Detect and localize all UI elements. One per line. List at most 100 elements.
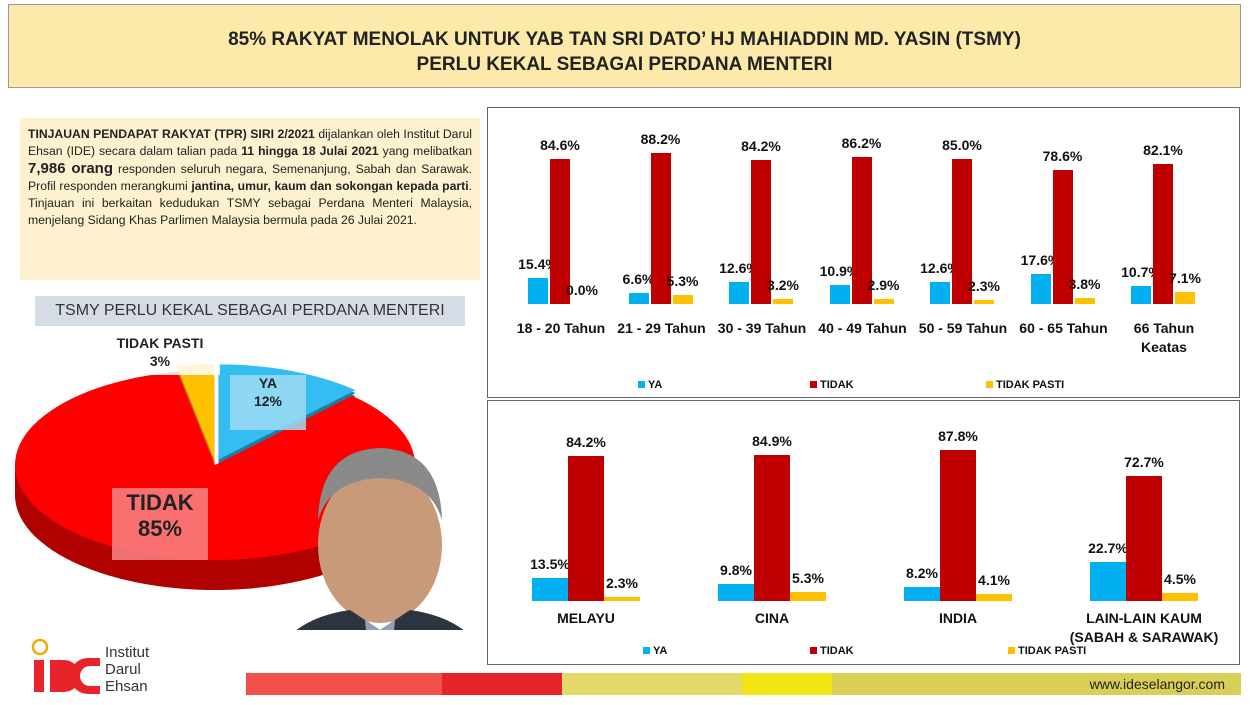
x-tick-label: LAIN-LAIN KAUM (SABAH & SARAWAK) <box>1069 610 1219 645</box>
value-label: 6.6% <box>622 270 655 287</box>
value-label: 4.1% <box>978 571 1010 588</box>
legend-item: YA <box>638 379 662 391</box>
bar <box>1126 475 1162 601</box>
value-label: 3.8% <box>1068 275 1101 292</box>
logo-icon <box>34 660 44 692</box>
x-tick-label: 60 - 65 Tahun <box>1019 320 1108 336</box>
bar <box>672 294 693 304</box>
value-label: 3.2% <box>767 276 799 293</box>
footer-url: www.ideselangor.com <box>832 673 1241 695</box>
intro-text: jantina, umur, kaum dan sokongan kepada … <box>191 179 469 193</box>
value-label: 84.2% <box>741 138 781 155</box>
value-label: 10.9% <box>819 263 860 280</box>
value-label: 12.6% <box>719 260 759 277</box>
logo-text: Darul <box>105 661 141 678</box>
bar <box>974 300 994 304</box>
value-label: 8.2% <box>906 564 938 581</box>
value-label: 10.7% <box>1121 263 1161 280</box>
legend-label: TIDAK <box>820 645 854 657</box>
bar <box>754 454 790 601</box>
value-label: 5.3% <box>792 569 824 586</box>
value-label: 87.8% <box>938 427 978 444</box>
bar <box>976 593 1012 601</box>
x-tick-label: MELAYU <box>557 610 615 626</box>
logo: Institut Darul Ehsan <box>31 638 150 695</box>
bar <box>1153 163 1173 304</box>
value-label: 84.6% <box>540 137 580 154</box>
legend-swatch <box>810 381 817 388</box>
title-line: 85% RAKYAT MENOLAK UNTUK YAB TAN SRI DAT… <box>228 29 1021 50</box>
logo-icon <box>70 658 100 694</box>
intro-text: 11 hingga 18 Julai 2021 <box>241 144 379 158</box>
value-label: 88.2% <box>640 131 681 148</box>
bar <box>650 153 671 304</box>
bar <box>1090 561 1126 601</box>
pie-label: TIDAK PASTI <box>117 335 204 351</box>
value-label: 9.8% <box>720 562 752 579</box>
intro-text: dijalankan oleh Institut Darul Ehsan (ID… <box>28 127 473 158</box>
bar <box>790 591 826 601</box>
x-tick-label: 40 - 49 Tahun <box>818 320 907 336</box>
logo-icon <box>31 638 49 656</box>
bar <box>873 299 894 304</box>
bar <box>604 597 640 601</box>
value-label: 2.3% <box>968 278 1000 295</box>
bar <box>940 449 976 601</box>
bar <box>1131 285 1151 304</box>
header: 85% RAKYAT MENOLAK UNTUK YAB TAN SRI DAT… <box>8 4 1241 88</box>
pie-value-label: 12% <box>254 393 283 409</box>
bar <box>718 584 754 601</box>
legend-label: YA <box>648 379 663 391</box>
legend-swatch <box>638 381 645 388</box>
value-label: 72.7% <box>1124 453 1164 470</box>
intro-text: yang melibatkan <box>378 144 473 158</box>
bar <box>1162 593 1198 601</box>
value-label: 84.2% <box>566 434 606 451</box>
value-label: 5.3% <box>666 272 699 289</box>
legend-label: TIDAK <box>820 379 854 391</box>
bar <box>568 456 604 601</box>
legend-swatch <box>810 647 817 654</box>
value-label: 85.0% <box>942 136 982 153</box>
bar <box>532 577 568 601</box>
bar <box>773 298 793 304</box>
pie-label: YA <box>259 375 277 391</box>
value-label: 7.1% <box>1169 269 1201 286</box>
value-label: 13.5% <box>530 555 570 572</box>
bar <box>751 160 771 304</box>
legend-label: TIDAK PASTI <box>996 379 1065 391</box>
value-label: 2.9% <box>867 277 900 294</box>
value-label: 84.9% <box>752 432 792 449</box>
pie-label: TIDAK <box>126 490 193 515</box>
pie-value-label: 3% <box>150 353 171 369</box>
title-line: PERLU KEKAL SEBAGAI PERDANA MENTERI <box>416 54 833 75</box>
value-label: 22.7% <box>1088 539 1128 556</box>
pie-value-label: 85% <box>138 516 182 541</box>
x-tick-label: 18 - 20 Tahun <box>516 320 606 336</box>
bar <box>1175 291 1195 304</box>
x-tick-label: INDIA <box>938 610 978 626</box>
value-label: 0.0% <box>566 282 598 298</box>
legend-item: TIDAK PASTI <box>1008 645 1086 657</box>
age-chart: 15.4% 84.6% 0.0% 18 - 20 Tahun 6.6% 88.2% 5.3%… <box>487 107 1240 398</box>
legend-item: TIDAK <box>810 645 854 657</box>
intro-text: TINJAUAN PENDAPAT RAKYAT (TPR) SIRI 2/20… <box>28 127 315 141</box>
value-label: 15.4% <box>518 255 558 272</box>
value-label: 82.1% <box>1143 141 1183 158</box>
pie-label-box <box>105 330 220 375</box>
bar <box>1074 297 1095 304</box>
race-chart: 13.5% 84.2% 2.3% MELAYU 9.8% 84.9% 5.3% CINA 8.2… <box>487 400 1240 665</box>
intro-text: . Tinjauan ini berkaitan kedudukan TSMY … <box>28 179 472 227</box>
legend-item: TIDAK <box>810 379 854 391</box>
legend-item: YA <box>643 645 667 657</box>
x-tick-label: 30 - 39 Tahun <box>717 320 807 336</box>
legend-swatch <box>643 647 650 654</box>
x-tick-label: CINA <box>754 610 790 626</box>
bar <box>930 282 950 304</box>
bar <box>829 285 850 304</box>
bar <box>851 156 872 304</box>
value-label: 17.6% <box>1020 251 1061 268</box>
legend-swatch <box>986 381 993 388</box>
